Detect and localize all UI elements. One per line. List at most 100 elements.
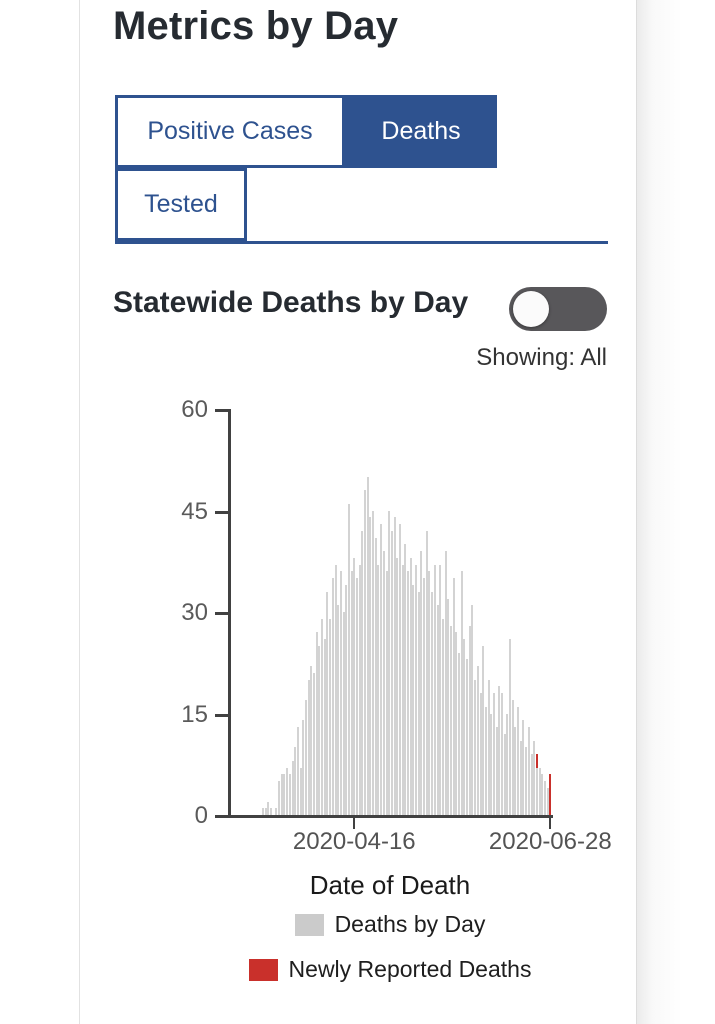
- y-tick-label: 45: [181, 497, 208, 525]
- bar: [449, 625, 452, 815]
- bar: [331, 578, 334, 815]
- bar: [318, 645, 321, 815]
- bar: [323, 639, 326, 815]
- legend-label-newly-reported: Newly Reported Deaths: [288, 956, 532, 982]
- bar: [409, 557, 412, 815]
- bar: [334, 564, 337, 815]
- bar: [500, 693, 503, 815]
- bar: [466, 659, 469, 815]
- bar: [294, 747, 297, 815]
- bar: [404, 544, 407, 815]
- bar: [458, 652, 461, 815]
- bar: [321, 618, 324, 815]
- x-tick-label: 2020-04-16: [292, 828, 416, 855]
- showing-toggle[interactable]: [509, 287, 607, 331]
- chart-section-heading: Statewide Deaths by Day: [113, 286, 469, 319]
- legend-item-newly-reported: Newly Reported Deaths: [226, 956, 554, 983]
- bar: [463, 639, 466, 815]
- toggle-knob-icon: [513, 291, 549, 327]
- bar: [492, 693, 495, 815]
- bar: [296, 727, 299, 815]
- bar: [452, 578, 455, 815]
- bar: [369, 517, 372, 815]
- bar: [538, 767, 541, 815]
- bar-newly-reported: [535, 754, 538, 768]
- bar: [377, 564, 380, 815]
- bar: [388, 510, 391, 815]
- showing-status-label: Showing: All: [476, 344, 607, 371]
- bar: [482, 645, 485, 815]
- bar: [337, 605, 340, 815]
- bar: [398, 524, 401, 815]
- y-tick: [215, 815, 229, 818]
- content-left-border: [79, 0, 80, 1024]
- y-tick-label: 15: [181, 700, 208, 728]
- bar: [353, 557, 356, 815]
- bar: [425, 530, 428, 815]
- tab-row-1: Positive Cases Deaths: [115, 95, 608, 168]
- bar: [428, 571, 431, 815]
- bar: [444, 551, 447, 815]
- bar: [527, 727, 530, 815]
- bar: [474, 679, 477, 815]
- legend-swatch-red-icon: [248, 958, 278, 981]
- bar: [535, 767, 538, 815]
- bar: [302, 720, 305, 815]
- bar: [436, 605, 439, 815]
- y-tick: [215, 713, 229, 717]
- legend-item-deaths-by-day: Deaths by Day: [226, 911, 554, 938]
- bar-newly-reported: [549, 774, 552, 815]
- bar: [476, 666, 479, 815]
- bar: [533, 740, 536, 815]
- bar: [350, 571, 353, 815]
- bar: [315, 632, 318, 815]
- bar: [503, 733, 506, 815]
- bar: [530, 754, 533, 815]
- bar: [431, 591, 434, 815]
- bar: [517, 706, 520, 815]
- tab-positive-cases[interactable]: Positive Cases: [115, 95, 345, 168]
- tab-row-2: Tested: [115, 168, 608, 241]
- bar: [541, 774, 544, 815]
- bar: [522, 720, 525, 815]
- bar: [546, 787, 549, 815]
- tab-tested[interactable]: Tested: [115, 168, 247, 241]
- bar: [433, 564, 436, 815]
- bar: [358, 564, 361, 815]
- bar: [262, 808, 264, 815]
- bar: [471, 605, 474, 815]
- bar: [264, 808, 267, 815]
- bar: [374, 537, 377, 815]
- bar-series: [262, 409, 552, 815]
- bar: [417, 591, 420, 815]
- x-tick: [549, 818, 552, 829]
- bar: [525, 747, 528, 815]
- y-axis-line: [228, 409, 231, 818]
- y-tick: [215, 409, 229, 412]
- tab-tested-label: Tested: [144, 190, 218, 218]
- bar: [278, 781, 281, 815]
- legend-swatch-gray-icon: [294, 913, 324, 936]
- tab-deaths[interactable]: Deaths: [345, 95, 497, 168]
- bar: [307, 679, 310, 815]
- tab-deaths-label: Deaths: [381, 117, 461, 145]
- bar: [326, 591, 329, 815]
- y-tick-label: 30: [181, 599, 208, 626]
- bar: [498, 686, 501, 815]
- bar: [288, 774, 291, 815]
- x-axis-title: Date of Death: [309, 870, 471, 900]
- bar: [286, 767, 289, 815]
- bar: [412, 584, 415, 815]
- bar: [299, 767, 302, 815]
- bar: [385, 571, 388, 815]
- bar: [439, 564, 442, 815]
- y-tick: [215, 510, 229, 514]
- bar: [423, 578, 426, 815]
- bar: [361, 530, 364, 815]
- bar: [382, 551, 385, 815]
- bar: [275, 808, 278, 815]
- page-title: Metrics by Day: [113, 4, 399, 48]
- bar: [291, 760, 294, 815]
- bar: [267, 801, 270, 815]
- bar: [313, 672, 316, 815]
